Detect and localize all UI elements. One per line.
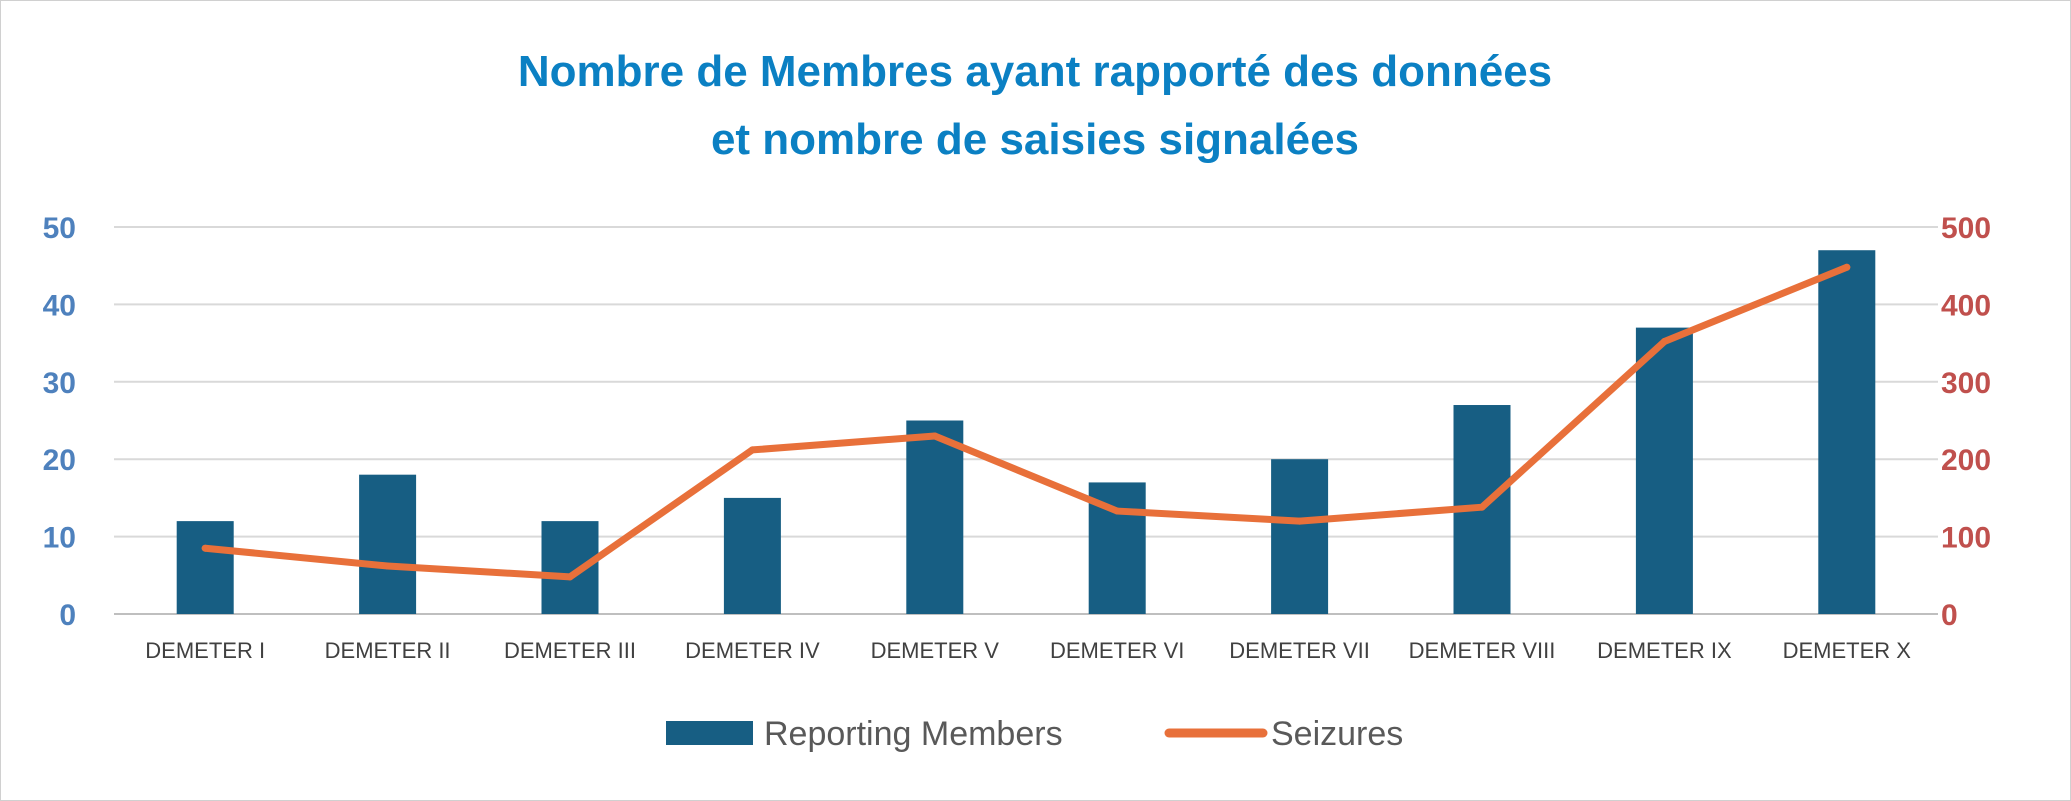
bar-reporting-members xyxy=(906,420,964,614)
x-axis-category-label: DEMETER IV xyxy=(685,638,820,663)
seizures-line xyxy=(201,263,1851,581)
x-axis-category-label: DEMETER VII xyxy=(1229,638,1370,663)
bar-reporting-members xyxy=(359,474,417,614)
left-axis-tick-label: 0 xyxy=(59,599,76,632)
chart-title-line-2: et nombre de saisies signalées xyxy=(711,115,1359,164)
right-axis-tick-label: 300 xyxy=(1941,367,1991,400)
seizures-point xyxy=(566,573,574,581)
legend-swatch-reporting-members xyxy=(666,721,753,745)
left-axis-tick-label: 20 xyxy=(43,444,76,477)
left-axis-tick-label: 10 xyxy=(43,522,76,555)
right-axis-tick-label: 200 xyxy=(1941,444,1991,477)
legend-label-seizures: Seizures xyxy=(1271,715,1403,753)
right-axis-tick-label: 400 xyxy=(1941,289,1991,322)
left-y-axis: 0 10 20 30 40 50 xyxy=(43,212,76,632)
bar-reporting-members xyxy=(1271,459,1329,614)
right-axis-tick-label: 0 xyxy=(1941,599,1958,632)
left-axis-tick-label: 30 xyxy=(43,367,76,400)
x-axis-category-label: DEMETER VIII xyxy=(1409,638,1556,663)
bar-reporting-members xyxy=(1635,327,1693,614)
x-axis-category-label: DEMETER III xyxy=(504,638,636,663)
x-axis-category-label: DEMETER IX xyxy=(1597,638,1732,663)
x-axis-category-label: DEMETER VI xyxy=(1050,638,1184,663)
bar-reporting-members xyxy=(1818,250,1876,614)
x-axis-category-labels: DEMETER I DEMETER II DEMETER III DEMETER IV… xyxy=(145,638,1911,663)
seizures-point xyxy=(1296,517,1304,525)
left-axis-tick-label: 50 xyxy=(43,212,76,245)
bar-reporting-members xyxy=(541,521,599,614)
seizures-line-series xyxy=(201,263,1851,581)
right-axis-tick-label: 500 xyxy=(1941,212,1991,245)
seizures-point xyxy=(201,544,209,552)
chart-title-line-1: Nombre de Membres ayant rapporté des don… xyxy=(518,47,1552,96)
seizures-point xyxy=(1660,338,1668,346)
seizures-point xyxy=(748,446,756,454)
seizures-point xyxy=(1478,503,1486,511)
x-axis-category-label: DEMETER I xyxy=(145,638,265,663)
bar-reporting-members xyxy=(176,521,234,614)
seizures-point xyxy=(1113,507,1121,515)
x-axis-category-label: DEMETER V xyxy=(871,638,1000,663)
right-y-axis: 0 100 200 300 400 500 xyxy=(1941,212,1991,632)
seizures-point xyxy=(1843,263,1851,271)
bar-reporting-members xyxy=(723,497,781,614)
x-axis-category-label: DEMETER X xyxy=(1783,638,1912,663)
seizures-point xyxy=(931,432,939,440)
seizures-point xyxy=(384,562,392,570)
chart-title: Nombre de Membres ayant rapporté des don… xyxy=(518,47,1552,164)
x-axis-category-label: DEMETER II xyxy=(325,638,451,663)
gridlines xyxy=(114,226,1938,615)
right-axis-tick-label: 100 xyxy=(1941,522,1991,555)
legend-label-reporting-members: Reporting Members xyxy=(764,715,1063,753)
reporting-members-bars xyxy=(176,250,1876,614)
legend: Reporting Members Seizures xyxy=(666,715,1403,753)
left-axis-tick-label: 40 xyxy=(43,289,76,322)
